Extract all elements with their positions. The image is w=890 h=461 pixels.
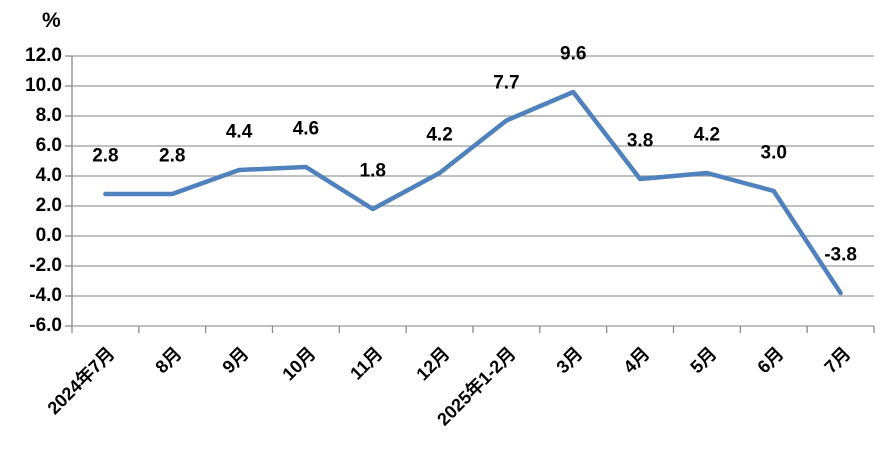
- data-label: 4.4: [225, 121, 253, 143]
- data-label: 1.8: [359, 160, 386, 182]
- y-axis-unit-label: %: [42, 9, 61, 32]
- data-label: 9.6: [560, 43, 587, 65]
- y-axis-tick-label: -2.0: [29, 255, 62, 277]
- y-axis-tick-label: 8.0: [35, 105, 62, 127]
- data-label: -3.8: [824, 244, 857, 266]
- y-axis-tick-label: 10.0: [25, 75, 62, 97]
- y-axis-tick-label: -6.0: [29, 315, 62, 337]
- y-axis-tick-label: 0.0: [35, 225, 62, 247]
- data-label: 2.8: [92, 145, 119, 167]
- data-label: 4.6: [292, 118, 320, 140]
- series-line: [103, 89, 843, 296]
- data-label: 2.8: [159, 145, 186, 167]
- y-axis-tick-label: -4.0: [29, 285, 62, 307]
- data-label: 3.0: [760, 142, 787, 164]
- y-axis-tick-label: 12.0: [25, 45, 62, 67]
- data-label: 7.7: [493, 72, 520, 93]
- data-label: 4.2: [426, 124, 453, 146]
- y-axis-tick-label: 4.0: [35, 165, 62, 187]
- y-axis-tick-label: 2.0: [35, 195, 62, 217]
- data-label: 4.2: [693, 124, 721, 146]
- data-label: 3.8: [626, 130, 654, 152]
- y-axis-tick-label: 6.0: [35, 135, 62, 157]
